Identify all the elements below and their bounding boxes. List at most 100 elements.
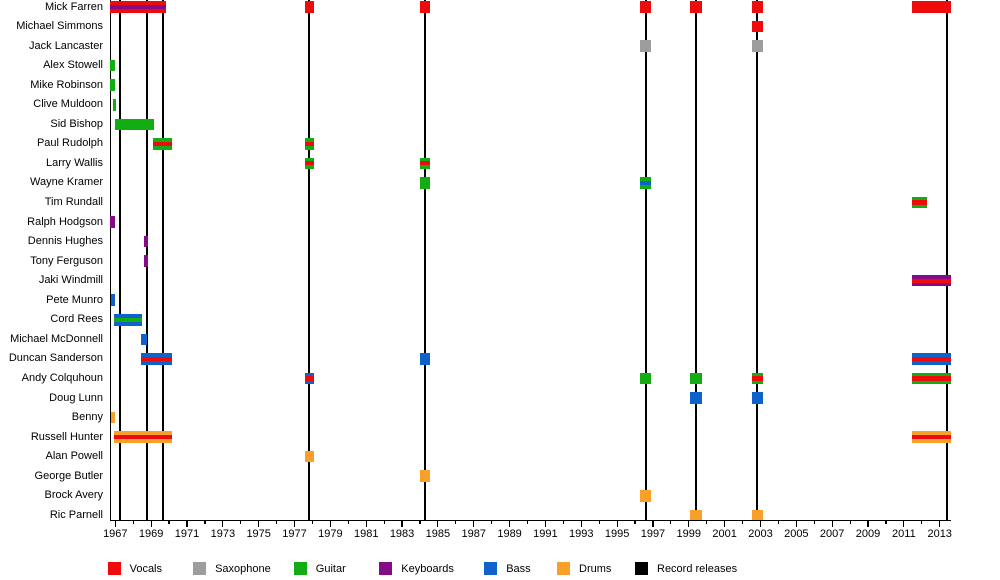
member-label: Cord Rees bbox=[50, 313, 103, 326]
record-release-line bbox=[946, 0, 949, 521]
axis-tick-major bbox=[688, 521, 690, 528]
axis-year-label: 1989 bbox=[497, 528, 522, 541]
member-bar-guitar bbox=[640, 372, 652, 385]
record-release-line bbox=[308, 0, 311, 521]
axis-year-label: 2013 bbox=[927, 528, 952, 541]
member-bar-saxophone bbox=[751, 40, 763, 52]
axis-tick-minor bbox=[168, 521, 170, 525]
member-label: Mike Robinson bbox=[30, 78, 103, 91]
member-bar-stripe-vocals bbox=[304, 376, 315, 381]
axis-tick-major bbox=[114, 521, 116, 528]
axis-tick-major bbox=[652, 521, 654, 528]
member-bar-stripe-vocals bbox=[304, 141, 315, 146]
member-bar-drums bbox=[751, 509, 763, 522]
axis-year-label: 1981 bbox=[353, 528, 379, 541]
member-label: Larry Wallis bbox=[45, 156, 103, 169]
member-bar-guitar bbox=[420, 177, 431, 189]
member-bar-keyboards bbox=[912, 274, 951, 287]
axis-tick-major bbox=[831, 521, 833, 528]
member-label: Alex Stowell bbox=[43, 59, 103, 72]
member-label: Russell Hunter bbox=[30, 430, 103, 443]
record-release-line bbox=[694, 0, 697, 521]
axis-tick-major bbox=[724, 521, 726, 528]
member-label: George Butler bbox=[34, 469, 103, 482]
member-label: Michael McDonnell bbox=[10, 332, 103, 345]
member-bar-guitar bbox=[420, 157, 431, 170]
axis-year-label: 1969 bbox=[138, 528, 164, 541]
axis-tick-major bbox=[580, 521, 582, 528]
legend-swatch-drums bbox=[557, 562, 571, 576]
record-release-line bbox=[118, 0, 121, 521]
member-label: Dennis Hughes bbox=[27, 235, 103, 248]
member-label: Pete Munro bbox=[46, 293, 103, 306]
axis-year-label: 1987 bbox=[461, 528, 486, 541]
member-bar-keyboards bbox=[143, 235, 148, 248]
member-label: Brock Avery bbox=[44, 489, 104, 502]
legend-label: Saxophone bbox=[215, 562, 271, 575]
member-bar-guitar bbox=[304, 157, 315, 170]
axis-tick-major bbox=[150, 521, 152, 528]
axis-tick-minor bbox=[849, 521, 851, 525]
member-bar-vocals bbox=[304, 1, 315, 13]
member-bar-stripe-vocals bbox=[912, 356, 951, 361]
axis-tick-minor bbox=[813, 521, 815, 525]
axis-tick-major bbox=[544, 521, 547, 528]
axis-year-label: 2007 bbox=[819, 528, 845, 541]
member-bar-bass bbox=[420, 353, 431, 365]
member-bar-stripe-guitar bbox=[114, 317, 142, 322]
member-bar-bass bbox=[912, 353, 951, 365]
member-bar-guitar bbox=[113, 98, 117, 111]
axis-tick-major bbox=[759, 521, 762, 528]
legend-label: Guitar bbox=[315, 562, 346, 575]
member-label: Jaki Windmill bbox=[38, 274, 103, 287]
member-bar-stripe-vocals bbox=[153, 141, 172, 146]
axis-year-label: 1971 bbox=[174, 528, 200, 541]
axis-tick-minor bbox=[706, 521, 708, 525]
axis-tick-minor bbox=[885, 521, 887, 525]
member-label: Andy Colquhoun bbox=[21, 371, 103, 384]
member-bar-bass bbox=[304, 372, 315, 385]
record-release-line bbox=[756, 0, 759, 521]
member-bar-guitar bbox=[304, 138, 315, 150]
member-bar-stripe-vocals bbox=[912, 376, 951, 381]
axis-tick-major bbox=[365, 521, 367, 528]
member-label: Mick Farren bbox=[44, 0, 103, 13]
legend-swatch-bass bbox=[484, 562, 498, 576]
member-label: Tim Rundall bbox=[44, 196, 103, 208]
member-label: Benny bbox=[71, 411, 103, 424]
member-bar-keyboards bbox=[143, 255, 148, 267]
axis-tick-minor bbox=[562, 521, 564, 525]
member-label: Sid Bishop bbox=[50, 117, 103, 130]
member-bar-stripe-vocals bbox=[912, 434, 951, 440]
axis-tick-major bbox=[293, 521, 296, 528]
legend-swatch-release bbox=[635, 562, 649, 576]
member-label: Doug Lunn bbox=[49, 391, 103, 404]
axis-year-label: 1975 bbox=[246, 528, 271, 541]
axis-tick-minor bbox=[276, 521, 278, 525]
axis-tick-minor bbox=[598, 521, 600, 525]
member-bar-drums bbox=[420, 470, 431, 482]
member-bar-guitar bbox=[640, 177, 652, 189]
axis-tick-major bbox=[437, 521, 439, 528]
member-bar-guitar bbox=[912, 196, 927, 209]
legend-label: Bass bbox=[506, 562, 531, 575]
member-bar-guitar bbox=[690, 372, 702, 385]
member-bar-keyboards bbox=[110, 216, 115, 228]
axis-tick-major bbox=[329, 521, 331, 528]
legend-swatch-saxophone bbox=[193, 562, 207, 576]
axis-tick-major bbox=[508, 521, 511, 528]
member-bar-drums bbox=[113, 431, 172, 443]
member-bar-bass bbox=[140, 353, 172, 365]
member-bar-bass bbox=[690, 392, 702, 404]
axis-year-label: 2005 bbox=[784, 528, 809, 541]
member-bar-bass bbox=[140, 333, 148, 346]
period-start-border bbox=[109, 0, 111, 521]
member-bar-drums bbox=[690, 509, 702, 522]
member-bar-bass bbox=[110, 294, 115, 307]
member-label: Wayne Kramer bbox=[30, 176, 103, 189]
member-bar-stripe-vocals bbox=[140, 356, 172, 361]
member-bar-stripe-vocals bbox=[304, 161, 315, 166]
legend-swatch-vocals bbox=[107, 562, 121, 576]
member-bar-stripe-vocals bbox=[751, 376, 763, 381]
